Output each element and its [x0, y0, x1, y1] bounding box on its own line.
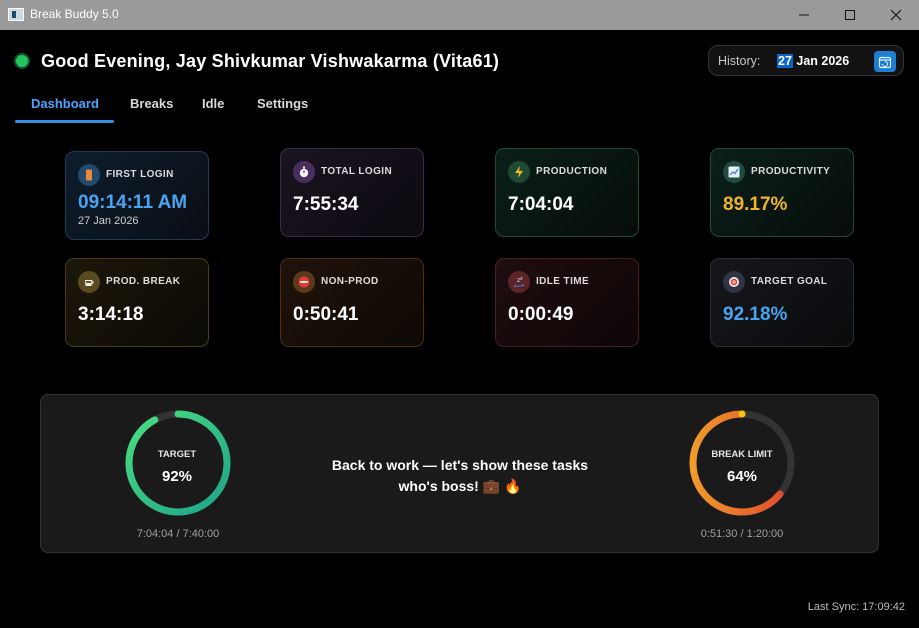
history-picker[interactable]: History: 27 Jan 2026 — [708, 45, 904, 76]
break-ring-label: BREAK LIMIT 64% — [682, 449, 802, 485]
history-label: History: — [718, 54, 761, 68]
history-date-day[interactable]: 27 — [777, 54, 793, 68]
card-total-login: TOTAL LOGIN 7:55:34 — [280, 148, 424, 237]
last-sync-status: Last Sync: 17:09:42 — [807, 601, 905, 613]
history-date-month-year[interactable]: Jan 2026 — [792, 54, 850, 68]
break-ring-value: 64% — [726, 468, 758, 485]
target-ring-title: TARGET — [157, 449, 197, 460]
total-login-value: 7:55:34 — [293, 194, 359, 215]
lightning-icon — [508, 161, 530, 183]
target-goal-value: 92.18% — [723, 304, 788, 325]
card-label: PRODUCTION — [536, 166, 608, 177]
card-production: PRODUCTION 7:04:04 — [495, 148, 639, 237]
close-button[interactable] — [873, 0, 919, 30]
calendar-refresh-icon — [878, 56, 892, 68]
close-icon — [890, 9, 902, 21]
target-ring-progress — [125, 410, 231, 516]
no-entry-icon — [293, 271, 315, 293]
svg-text:z: z — [517, 277, 520, 284]
card-first-login: FIRST LOGIN 09:14:11 AM 27 Jan 2026 — [65, 151, 209, 240]
motivation-line-1: Back to work — let's show these tasks — [331, 457, 589, 473]
break-ring-title: BREAK LIMIT — [711, 449, 773, 460]
break-ring-start-marker — [738, 410, 746, 418]
tab-settings[interactable]: Settings — [257, 96, 309, 111]
chart-icon — [723, 161, 745, 183]
motivation-message: Back to work — let's show these tasks wh… — [310, 455, 610, 497]
greeting-title: Good Evening, Jay Shivkumar Vishwakarma … — [41, 51, 500, 71]
productivity-value: 89.17% — [723, 194, 788, 215]
card-non-prod: NON-PROD 0:50:41 — [280, 258, 424, 347]
active-tab-indicator — [15, 120, 114, 123]
status-indicator — [16, 55, 28, 67]
phone-icon — [78, 164, 100, 186]
title-bar: Break Buddy 5.0 — [0, 0, 919, 30]
stopwatch-icon — [293, 161, 315, 183]
card-label: IDLE TIME — [536, 276, 590, 287]
break-ring-caption: 0:51:30 / 1:20:00 — [700, 528, 784, 540]
minimize-icon — [799, 14, 809, 16]
progress-panel — [40, 394, 879, 553]
tab-idle[interactable]: Idle — [202, 96, 225, 111]
calendar-button[interactable] — [874, 51, 896, 72]
first-login-date: 27 Jan 2026 — [78, 215, 139, 227]
maximize-button[interactable] — [827, 0, 873, 30]
history-date-field[interactable]: 27 Jan 2026 — [777, 54, 849, 68]
minimize-button[interactable] — [781, 0, 827, 30]
card-productivity: PRODUCTIVITY 89.17% — [710, 148, 854, 237]
svg-text:z: z — [520, 276, 523, 282]
card-target-goal: TARGET GOAL 92.18% — [710, 258, 854, 347]
card-label: FIRST LOGIN — [106, 169, 174, 180]
target-icon — [723, 271, 745, 293]
coffee-icon — [78, 271, 100, 293]
target-ring-value: 92% — [161, 468, 193, 485]
first-login-value: 09:14:11 AM — [78, 192, 188, 213]
card-label: PRODUCTIVITY — [751, 166, 831, 177]
prod-break-value: 3:14:18 — [78, 304, 144, 325]
app-title: Break Buddy 5.0 — [30, 7, 119, 21]
card-label: NON-PROD — [321, 276, 379, 287]
card-label: TARGET GOAL — [751, 276, 828, 287]
idle-time-value: 0:00:49 — [508, 304, 574, 325]
tab-breaks[interactable]: Breaks — [130, 96, 174, 111]
motivation-line-2: who's boss! 💼 🔥 — [398, 478, 522, 494]
tab-dashboard[interactable]: Dashboard — [31, 96, 99, 111]
target-ring-caption: 7:04:04 / 7:40:00 — [136, 528, 220, 540]
non-prod-value: 0:50:41 — [293, 304, 359, 325]
card-prod-break: PROD. BREAK 3:14:18 — [65, 258, 209, 347]
target-ring — [125, 410, 231, 516]
break-limit-ring — [689, 410, 795, 516]
card-label: PROD. BREAK — [106, 276, 181, 287]
maximize-icon — [845, 10, 855, 20]
card-label: TOTAL LOGIN — [321, 166, 393, 177]
target-ring-label: TARGET 92% — [117, 449, 237, 485]
production-value: 7:04:04 — [508, 194, 574, 215]
app-icon — [8, 8, 24, 21]
